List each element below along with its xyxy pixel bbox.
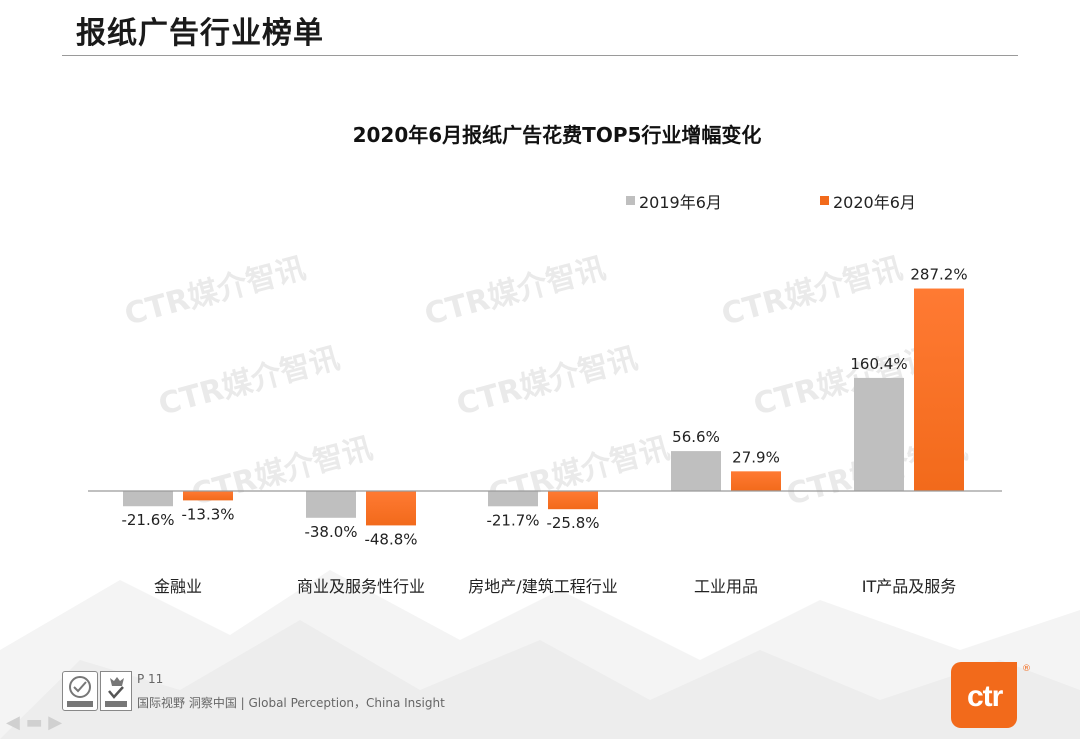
footer-tagline: 国际视野 洞察中国 | Global Perception，China Insi… xyxy=(137,696,445,710)
page-title: 报纸广告行业榜单 xyxy=(76,16,324,51)
watermark-text: CTR媒介智讯 xyxy=(750,341,938,423)
legend-label-2020: 2020年6月 xyxy=(833,193,916,212)
value-label-2019-2: -38.0% xyxy=(304,523,357,541)
value-label-2020-1: -13.3% xyxy=(181,505,234,523)
bar-2019-2 xyxy=(306,491,356,518)
legend-swatch-2020 xyxy=(820,196,829,205)
bar-2019-1 xyxy=(123,491,173,507)
background-mountain-decoration xyxy=(0,570,1080,739)
legend-swatch-2019 xyxy=(626,196,635,205)
watermark-text: CTR媒介智讯 xyxy=(453,341,641,423)
bar-chart: CTR媒介智讯 CTR媒介智讯 CTR媒介智讯 CTR媒介智讯 CTR媒介智讯 … xyxy=(88,123,1002,596)
slide-navigation[interactable]: ◀ ▬ ▶ xyxy=(6,712,63,733)
value-label-2020-4: 27.9% xyxy=(732,448,780,466)
value-label-2020-5: 287.2% xyxy=(910,266,967,284)
bar-2020-2 xyxy=(366,491,416,526)
bar-2019-4 xyxy=(671,451,721,491)
category-label-2: 商业及服务性行业 xyxy=(297,577,425,596)
bar-2020-5 xyxy=(914,288,964,491)
chart-title: 2020年6月报纸广告花费TOP5行业增幅变化 xyxy=(353,123,762,147)
value-labels-layer: -21.6% -38.0% -21.7% 56.6% 160.4% -13.3% -48.8… xyxy=(121,266,967,549)
bar-2020-4 xyxy=(731,471,781,491)
registered-mark-icon: ® xyxy=(1022,664,1031,674)
ctr-logo: ctr xyxy=(951,662,1017,728)
value-label-2020-2: -48.8% xyxy=(364,530,417,548)
value-label-2019-5: 160.4% xyxy=(850,355,907,373)
watermark-text: CTR媒介智讯 xyxy=(155,341,343,423)
ctr-logo-text: ctr xyxy=(967,680,1003,713)
page-number: P 11 xyxy=(137,672,164,686)
legend-label-2019: 2019年6月 xyxy=(639,193,722,212)
watermark-text: CTR媒介智讯 xyxy=(718,251,906,333)
watermark-layer: CTR媒介智讯 CTR媒介智讯 CTR媒介智讯 CTR媒介智讯 CTR媒介智讯 … xyxy=(121,251,971,513)
legend: 2019年6月 2020年6月 xyxy=(626,193,916,212)
watermark-text: CTR媒介智讯 xyxy=(421,251,609,333)
category-label-5: IT产品及服务 xyxy=(862,577,957,596)
category-label-1: 金融业 xyxy=(154,577,202,596)
bar-2020-3 xyxy=(548,491,598,510)
bars-layer xyxy=(123,288,964,526)
watermark-text: CTR媒介智讯 xyxy=(121,251,309,333)
value-label-2020-3: -25.8% xyxy=(546,514,599,532)
value-label-2019-4: 56.6% xyxy=(672,428,720,446)
ukas-logo xyxy=(100,671,132,711)
certification-logos xyxy=(62,671,132,711)
bar-2019-5 xyxy=(854,377,904,491)
value-label-2019-1: -21.6% xyxy=(121,511,174,529)
category-label-4: 工业用品 xyxy=(694,577,758,596)
bar-2020-1 xyxy=(183,491,233,501)
sgs-logo xyxy=(62,671,98,711)
category-labels-layer: 金融业 商业及服务性行业 房地产/建筑工程行业 工业用品 IT产品及服务 xyxy=(154,577,956,596)
category-label-3: 房地产/建筑工程行业 xyxy=(468,577,617,596)
title-divider xyxy=(62,55,1018,56)
bar-2019-3 xyxy=(488,491,538,507)
value-label-2019-3: -21.7% xyxy=(486,511,539,529)
